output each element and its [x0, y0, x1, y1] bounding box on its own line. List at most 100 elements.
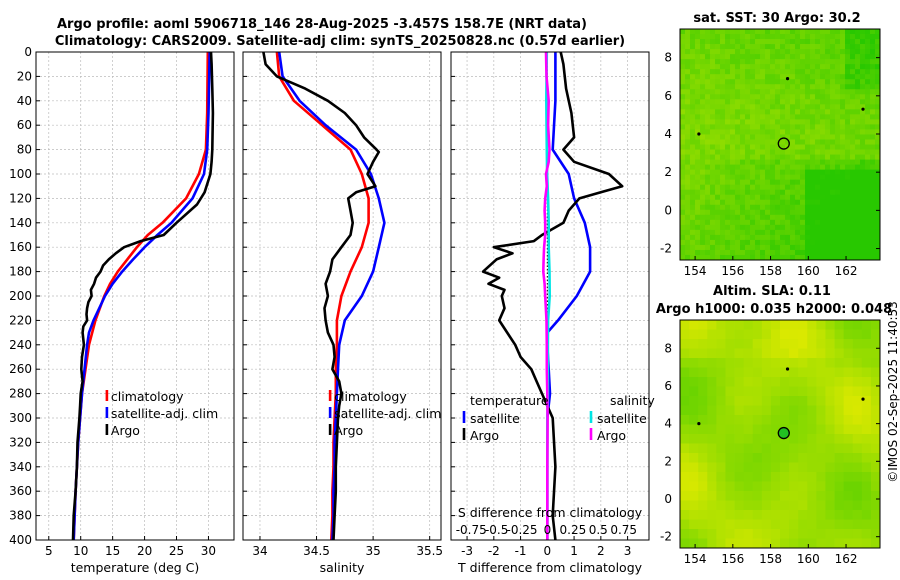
heatmap-cell [870, 320, 880, 330]
heatmap-cell [810, 84, 816, 90]
y-tick-label: 8 [664, 341, 672, 355]
heatmap-cell [716, 443, 726, 454]
heatmap-cell [789, 481, 799, 492]
heatmap-cell [720, 214, 726, 221]
y-tick-label: 2 [664, 165, 672, 179]
heatmap-cell [825, 377, 835, 387]
heatmap-cell [743, 329, 754, 340]
heatmap-cell [798, 348, 808, 359]
island-marker [785, 367, 790, 371]
heatmap-cell [815, 159, 821, 165]
heatmap-cell [707, 339, 717, 349]
heatmap-cell [830, 39, 836, 45]
heatmap-cell [770, 377, 781, 387]
heatmap-cell [715, 119, 721, 125]
heatmap-cell [805, 84, 811, 90]
heatmap-cell [780, 204, 786, 211]
heatmap-cell [760, 234, 766, 241]
heatmap-cell [775, 109, 781, 115]
heatmap-cell [710, 109, 716, 115]
heatmap-cell [785, 99, 791, 105]
heatmap-cell [689, 472, 699, 482]
heatmap-cell [755, 154, 761, 160]
heatmap-cell [860, 59, 866, 65]
heatmap-cell [810, 74, 816, 80]
heatmap-cell [855, 119, 861, 125]
heatmap-cell [725, 254, 731, 260]
heatmap-cell [695, 34, 701, 40]
heatmap-cell [761, 453, 772, 463]
heatmap-cell [830, 219, 836, 226]
heatmap-cell [845, 249, 851, 256]
heatmap-cell [715, 69, 721, 75]
heatmap-cell [680, 29, 686, 35]
heatmap-cell [855, 59, 861, 65]
heatmap-cell [690, 119, 696, 125]
heatmap-cell [855, 64, 861, 70]
heatmap-cell [760, 54, 766, 60]
heatmap-cell [800, 94, 806, 100]
heatmap-cell [750, 69, 756, 75]
heatmap-cell [680, 510, 690, 520]
heatmap-cell [825, 481, 835, 492]
heatmap-cell [760, 194, 766, 201]
heatmap-cell [840, 164, 846, 171]
heatmap-cell [790, 29, 796, 35]
heatmap-cell [689, 481, 699, 492]
heatmap-cell [765, 249, 771, 256]
heatmap-cell [690, 114, 696, 120]
heatmap-cell [825, 209, 831, 216]
heatmap-cell [835, 249, 841, 256]
heatmap-cell [800, 49, 806, 55]
heatmap-cell [715, 154, 721, 160]
heatmap-cell [745, 154, 751, 160]
heatmap-cell [680, 64, 686, 70]
heatmap-cell [875, 229, 880, 236]
series-group [71, 52, 215, 540]
heatmap-cell [750, 239, 756, 246]
heatmap-cell [698, 320, 708, 330]
heatmap-cell [690, 104, 696, 110]
heatmap-cell [735, 254, 741, 260]
heatmap-cell [770, 358, 781, 368]
heatmap-cell [770, 405, 781, 416]
heatmap-cell [845, 59, 851, 65]
secondary-tick-label: 0.75 [610, 523, 637, 537]
heatmap-cell [830, 154, 836, 160]
heatmap-cell [740, 64, 746, 70]
heatmap-cell [743, 424, 754, 435]
heatmap-cell [730, 199, 736, 206]
heatmap-cell [689, 377, 699, 387]
heatmap-cell [725, 69, 731, 75]
heatmap-cell [707, 529, 717, 539]
heatmap-cell [734, 348, 745, 359]
heatmap-cell [861, 358, 872, 368]
heatmap-cell [752, 386, 763, 397]
heatmap-cell [716, 453, 726, 463]
x-tick-label: 30 [201, 544, 216, 558]
heatmap-cell [725, 434, 735, 444]
heatmap-cell [852, 386, 863, 397]
heatmap-cell [790, 144, 796, 150]
heatmap-cell [807, 329, 817, 340]
heatmap-cell [770, 386, 781, 397]
heatmap-cell [790, 239, 796, 246]
heatmap-cell [810, 89, 816, 95]
heatmap-cell [850, 199, 856, 206]
heatmap-cell [870, 159, 876, 165]
heatmap-cell [716, 434, 726, 444]
heatmap-cell [730, 44, 736, 50]
heatmap-cell [789, 377, 799, 387]
heatmap-cell [680, 224, 686, 231]
heatmap-cell [810, 104, 816, 110]
heatmap-cell [815, 44, 821, 50]
heatmap-cell [690, 64, 696, 70]
island-marker [697, 422, 701, 426]
heatmap-cell [715, 244, 721, 251]
heatmap-cell [800, 69, 806, 75]
heatmap-cell [850, 214, 856, 221]
heatmap-cell [725, 134, 731, 140]
x-tick-label: 154 [684, 264, 707, 278]
heatmap-cell [798, 339, 808, 349]
heatmap-cell [720, 29, 726, 35]
